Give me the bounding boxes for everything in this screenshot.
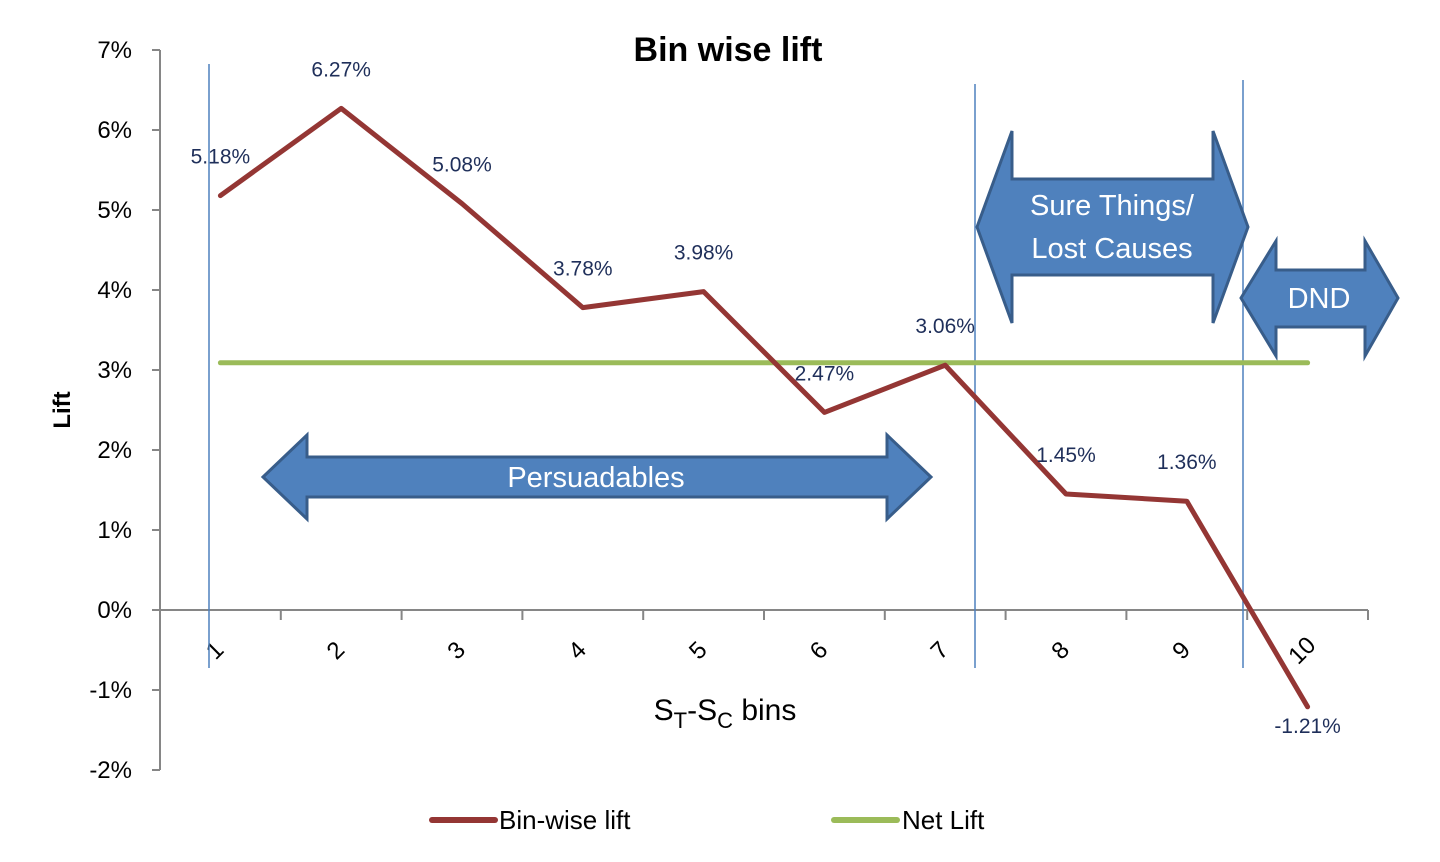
y-tick-label: 3% [97, 357, 132, 384]
x-tick-label: 7 [926, 636, 955, 665]
data-label: 3.98% [674, 242, 734, 265]
data-label: 5.18% [191, 146, 251, 169]
legend: Bin-wise lift Net Lift [429, 805, 985, 835]
y-tick-labels: 7% 6% 5% 4% 3% 2% 1% 0% -1% -2% [89, 37, 160, 784]
x-tick-label: 6 [805, 636, 834, 665]
x-tick-label: 3 [442, 636, 471, 665]
data-label: 3.78% [553, 258, 613, 281]
y-tick-label: 2% [97, 437, 132, 464]
persuadables-label: Persuadables [507, 462, 684, 494]
data-label: 2.47% [795, 362, 855, 385]
y-tick-label: 0% [97, 597, 132, 624]
x-tick-label: 4 [563, 636, 592, 665]
y-tick-label: -1% [89, 677, 132, 704]
segment-dividers [208, 64, 1244, 668]
x-tick-label: 1 [201, 636, 230, 665]
sure-things-label-line2: Lost Causes [1031, 233, 1192, 265]
persuadables-arrow: Persuadables [260, 431, 934, 523]
x-tick-label: 10 [1283, 632, 1321, 670]
x-tick-label: 9 [1167, 636, 1196, 665]
series-lines [217, 105, 1311, 710]
legend-label-bin-wise-lift: Bin-wise lift [499, 805, 631, 835]
y-axis-label: Lift [49, 391, 76, 428]
dnd-label: DND [1288, 283, 1351, 315]
x-axis-label: ST-SC bins [654, 694, 797, 733]
x-tick-label: 2 [322, 636, 351, 665]
x-tick-label: 8 [1046, 636, 1075, 665]
chart-title: Bin wise lift [634, 31, 823, 69]
dnd-arrow: DND [1239, 235, 1400, 362]
legend-label-net-lift: Net Lift [902, 805, 985, 835]
data-label: 3.06% [915, 315, 975, 338]
x-tick-labels: 1 2 3 4 5 6 7 8 9 10 [159, 610, 1369, 670]
data-label: 1.36% [1157, 451, 1217, 474]
data-label: -1.21% [1274, 715, 1341, 738]
y-tick-label: 4% [97, 277, 132, 304]
sure-things-arrow: Sure Things/ Lost Causes [975, 130, 1250, 324]
y-tick-label: 6% [97, 117, 132, 144]
y-tick-label: 1% [97, 517, 132, 544]
data-label: 1.45% [1036, 444, 1096, 467]
data-labels: 5.18% 6.27% 5.08% 3.78% 3.98% 2.47% 3.06% 1.45%… [191, 58, 1341, 737]
y-tick-label: 5% [97, 197, 132, 224]
sure-things-label-line1: Sure Things/ [1030, 190, 1195, 222]
y-tick-label: 7% [97, 37, 132, 64]
segment-arrows: Persuadables Sure Things/ Lost Causes DN… [260, 130, 1400, 523]
y-tick-label: -2% [89, 757, 132, 784]
data-label: 6.27% [311, 58, 371, 81]
data-label: 5.08% [432, 154, 492, 177]
bin-wise-lift-line [217, 105, 1311, 710]
x-tick-label: 5 [684, 636, 713, 665]
